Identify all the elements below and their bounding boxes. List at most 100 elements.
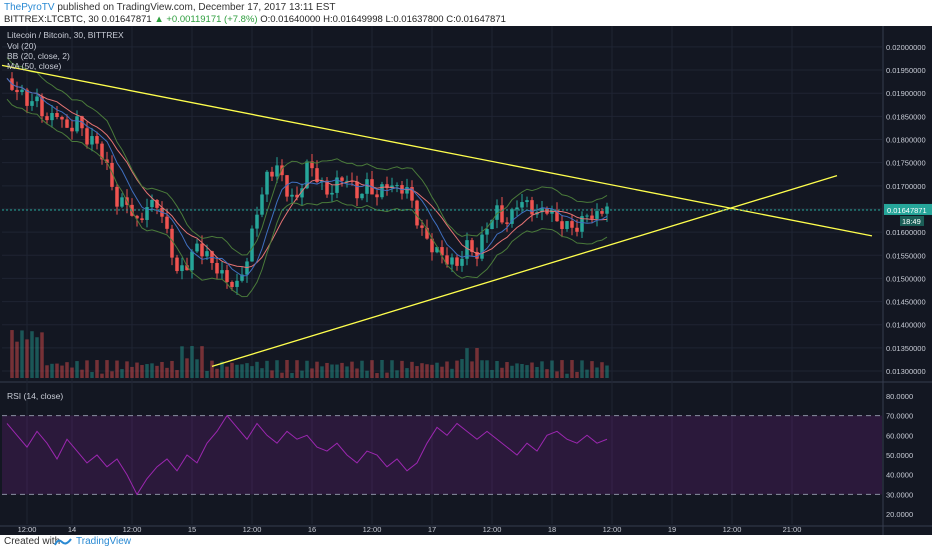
volume-bar: [445, 361, 449, 378]
volume-bar: [235, 364, 239, 378]
volume-bar: [225, 366, 229, 378]
volume-bar: [355, 368, 359, 378]
candle: [375, 194, 379, 198]
candle: [90, 136, 94, 145]
candle: [450, 257, 454, 265]
volume-bar: [500, 367, 504, 378]
volume-bar: [365, 370, 369, 378]
volume-bar: [220, 361, 224, 378]
candle: [430, 238, 434, 253]
rsi-y-tick-label: 50.0000: [886, 451, 913, 460]
candle: [495, 205, 499, 220]
candle: [25, 89, 29, 106]
candle: [55, 113, 59, 117]
chart-canvas[interactable]: 0.02000000 0.01950000 0.01900000 0.01850000…: [0, 26, 932, 535]
volume-bar: [495, 360, 499, 378]
candle: [260, 194, 264, 215]
last-price-label: 0.01647871: [887, 206, 927, 215]
candle: [585, 215, 589, 217]
open-text: O:0.01640000: [260, 14, 321, 25]
candle: [350, 180, 354, 182]
x-tick-label: 16: [308, 525, 316, 534]
rsi-line: [6, 414, 608, 496]
volume-bar: [535, 367, 539, 378]
y-tick-label: 0.01750000: [886, 159, 926, 168]
volume-bar: [145, 364, 149, 378]
candle: [500, 205, 504, 223]
chart-area[interactable]: 0.02000000 0.01950000 0.01900000 0.01850000…: [0, 26, 932, 535]
volume-bar: [260, 368, 264, 378]
candle: [405, 187, 409, 194]
candle: [85, 128, 89, 145]
x-tick-label: 18: [548, 525, 556, 534]
volume-bar: [40, 332, 44, 378]
candle: [435, 247, 439, 253]
x-tick-label: 21:00: [783, 525, 802, 534]
x-tick-label: 15: [188, 525, 196, 534]
candle: [315, 168, 319, 183]
volume-bar: [125, 361, 129, 378]
candle: [255, 214, 259, 229]
candle: [555, 210, 559, 222]
created-with-text: Created with: [4, 536, 61, 547]
candle: [200, 243, 204, 257]
candle: [575, 227, 579, 232]
volume-bar: [570, 360, 574, 378]
volume-bar: [20, 330, 24, 378]
volume-bar: [155, 365, 159, 378]
volume-bar: [290, 372, 294, 378]
candle: [180, 265, 184, 272]
candle: [50, 113, 54, 121]
volume-bar: [165, 367, 169, 378]
y-tick-label: 0.01950000: [886, 66, 926, 75]
candle: [285, 175, 289, 197]
volume-bar: [415, 366, 419, 378]
y-tick-label: 0.01700000: [886, 182, 926, 191]
candle: [565, 221, 569, 229]
volume-bar: [550, 360, 554, 378]
y-tick-label: 0.01450000: [886, 298, 926, 307]
volume-bar: [180, 346, 184, 378]
volume-bar: [490, 369, 494, 378]
candle: [270, 171, 274, 177]
volume-bar: [370, 360, 374, 378]
candle: [460, 258, 464, 266]
tradingview-brand[interactable]: TradingView: [76, 536, 132, 547]
volume-bar: [360, 360, 364, 378]
volume-bar: [520, 363, 524, 378]
volume-bar: [130, 366, 134, 378]
y-tick-label: 0.01350000: [886, 344, 926, 353]
high-text: H:0.01649998: [323, 14, 383, 25]
volume-bar: [405, 368, 409, 378]
volume-bar: [390, 360, 394, 378]
volume-bar: [135, 362, 139, 378]
volume-bar: [15, 341, 19, 378]
volume-bar: [270, 370, 274, 378]
publish-line: ThePyroTV published on TradingView.com, …: [4, 2, 336, 13]
y-tick-label: 0.02000000: [886, 43, 926, 52]
volume-bar: [295, 360, 299, 378]
volume-bar: [170, 360, 174, 378]
volume-bar: [455, 360, 459, 378]
candle: [355, 181, 359, 199]
volume-bar: [395, 370, 399, 378]
candle: [15, 89, 19, 93]
volume-bar: [65, 362, 69, 378]
candle: [135, 215, 139, 219]
volume-bar: [585, 369, 589, 378]
volume-bar: [60, 365, 64, 378]
candle: [145, 207, 149, 220]
volume-bar: [475, 348, 479, 378]
author-link[interactable]: ThePyroTV: [4, 2, 55, 13]
rsi-y-tick-label: 40.0000: [886, 471, 913, 480]
volume-bar: [545, 369, 549, 378]
rsi-y-tick-label: 60.0000: [886, 431, 913, 440]
volume-bar: [400, 360, 404, 378]
candle: [395, 185, 399, 187]
main-legend-title: Litecoin / Bitcoin, 30, BITTREX: [7, 30, 124, 40]
y-tick-label: 0.01850000: [886, 112, 926, 121]
candle: [305, 161, 309, 189]
volume-bar: [310, 368, 314, 378]
candle: [110, 162, 114, 187]
last-price-text: 0.01647871: [101, 14, 152, 25]
